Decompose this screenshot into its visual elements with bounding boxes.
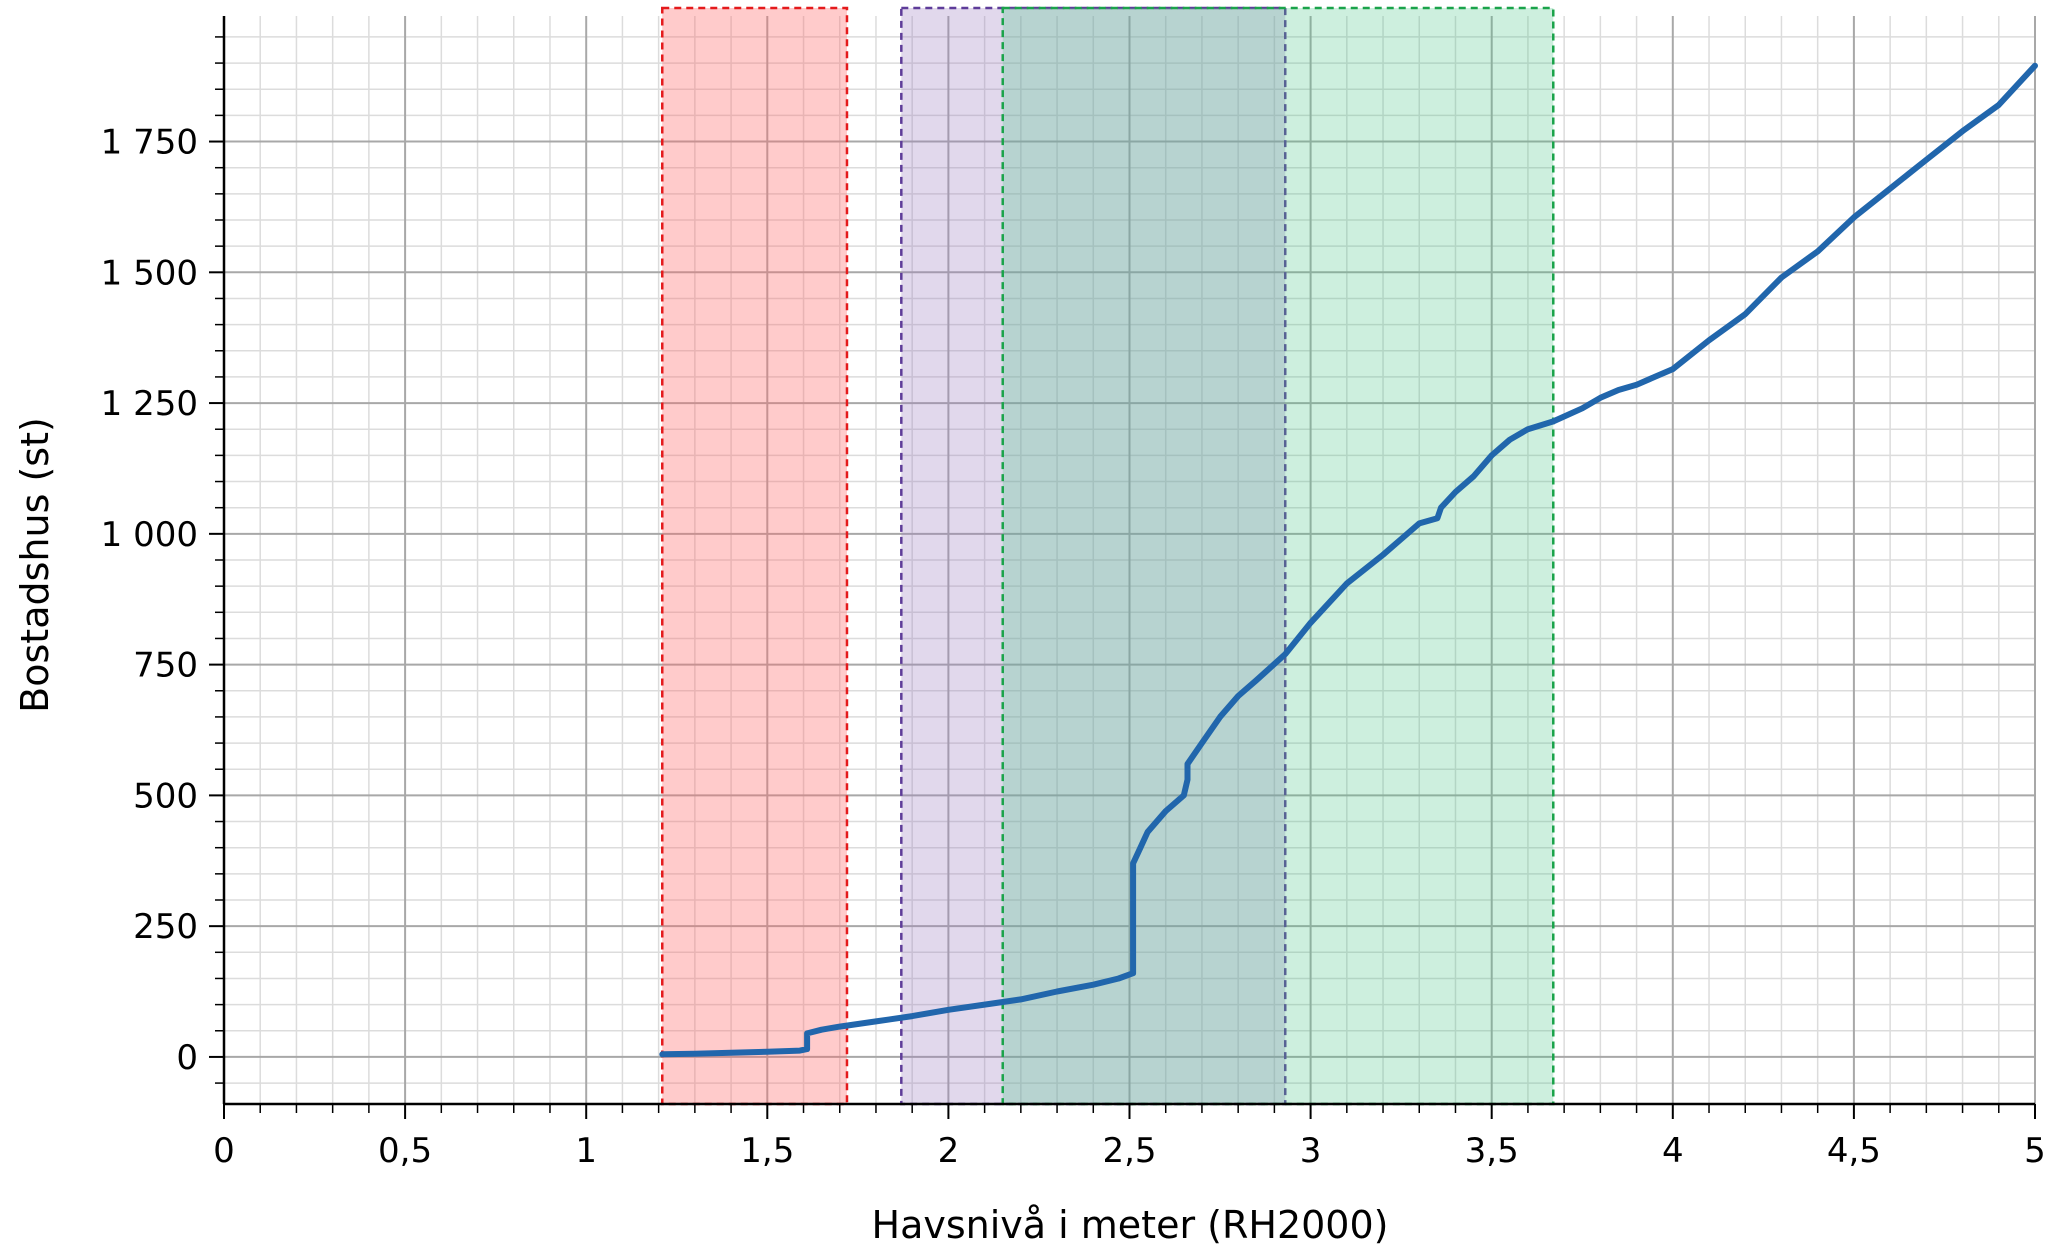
y-tick-label: 1 250 bbox=[101, 384, 198, 424]
x-tick-label: 2,5 bbox=[1102, 1131, 1156, 1171]
y-tick-label: 1 000 bbox=[101, 515, 198, 555]
y-tick-label: 750 bbox=[133, 646, 198, 686]
y-tick-label: 250 bbox=[133, 907, 198, 947]
x-tick-label: 4,5 bbox=[1827, 1131, 1881, 1171]
y-tick-label: 0 bbox=[176, 1038, 198, 1078]
x-tick-label: 2 bbox=[938, 1131, 960, 1171]
x-tick-label: 0,5 bbox=[378, 1131, 432, 1171]
x-tick-label: 3 bbox=[1300, 1131, 1322, 1171]
y-tick-label: 500 bbox=[133, 776, 198, 816]
highlight-band bbox=[900, 6, 1287, 1106]
series-line bbox=[659, 62, 2038, 1058]
major-grid bbox=[223, 16, 2036, 1104]
tick-labels: 0 0,5 1 1,5 2 2,5 3 3,5 4 4,5 5 0 250 500 750 1 000 1 25… bbox=[101, 123, 2046, 1171]
y-tick-label: 1 750 bbox=[101, 123, 198, 163]
highlight-bands bbox=[661, 6, 1555, 1106]
x-tick-label: 4 bbox=[1662, 1131, 1684, 1171]
x-axis-label: Havsnivå i meter (RH2000) bbox=[872, 1203, 1389, 1247]
ticks bbox=[209, 36, 2036, 1119]
x-tick-label: 1 bbox=[575, 1131, 597, 1171]
x-tick-label: 5 bbox=[2024, 1131, 2046, 1171]
x-tick-label: 3,5 bbox=[1465, 1131, 1519, 1171]
x-tick-label: 1,5 bbox=[740, 1131, 794, 1171]
x-tick-label: 0 bbox=[213, 1131, 235, 1171]
series-layer bbox=[659, 62, 2038, 1058]
highlight-band bbox=[661, 6, 849, 1106]
highlight-band bbox=[1001, 6, 1555, 1106]
y-axis-label: Bostadshus (st) bbox=[13, 417, 57, 713]
y-tick-label: 1 500 bbox=[101, 253, 198, 293]
